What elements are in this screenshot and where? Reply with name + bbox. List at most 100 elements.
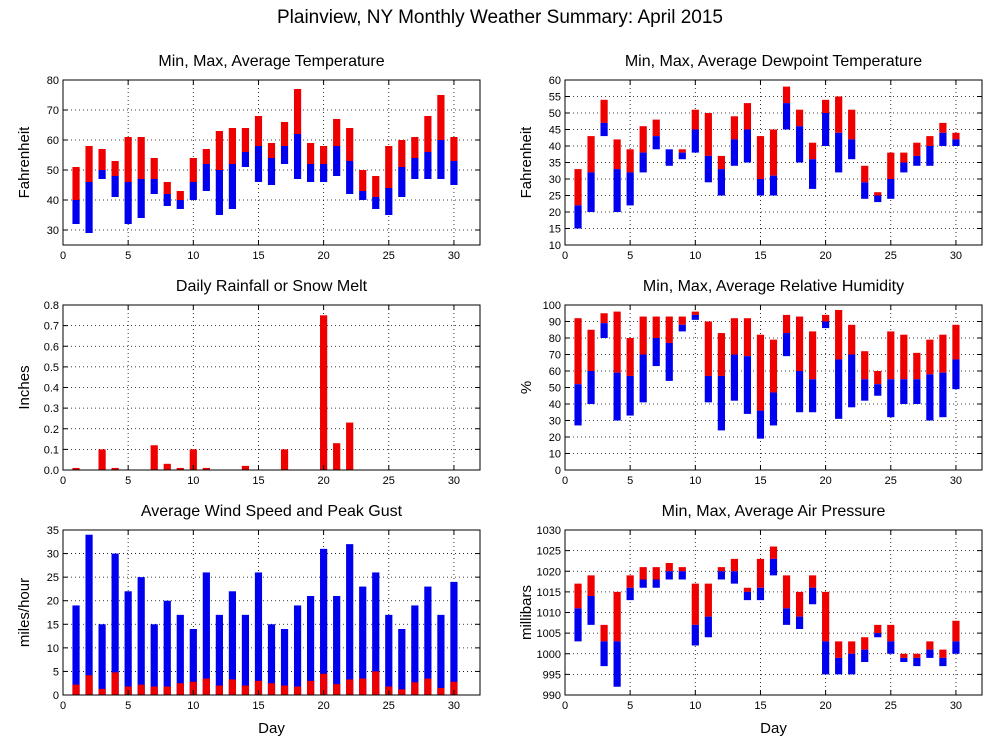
bar-average-wind [137,684,145,695]
bar-lower-range [587,172,595,212]
chart-dew: 10 15 20 25 30 35 40 45 50 55 60 0 5 10 15 20 25 30 Min, M… [518,53,983,262]
y-tick-label: 25 [47,572,59,584]
x-tick-label: 15 [252,475,264,487]
bar-lower-range [613,372,621,421]
bar-lower-range [691,624,699,646]
bar-peak-gust [137,577,145,695]
bar-upper-range [952,132,960,140]
bar-lower-range [600,323,608,338]
bar-upper-range [639,126,647,153]
y-tick-label: 0.0 [44,465,59,477]
x-tick-label: 10 [187,250,199,262]
bar-lower-range [241,152,250,167]
bar-lower-range [613,169,621,212]
x-tick-label: 20 [318,250,330,262]
bar-upper-range [437,95,445,140]
bar-peak-gust [359,586,367,695]
bar-upper-range [626,575,634,588]
bar-upper-range [228,128,237,164]
bar-upper-range [952,620,960,642]
bar-upper-range [926,339,934,375]
bar-lower-range [150,179,158,194]
bar-average-wind [163,686,171,695]
bar-upper-range [861,637,869,650]
bar-lower-range [795,616,804,629]
x-tick-label: 5 [125,700,131,712]
bar-average-wind [372,671,380,695]
y-tick-label: 1020 [537,566,561,578]
bar-average-wind [346,679,354,695]
plot-frame [62,529,481,696]
bar-lower-range [769,392,778,426]
bar-upper-range [704,321,712,376]
bar-upper-range [900,152,908,163]
bar-upper-range [952,324,960,360]
bar-peak-gust [189,629,197,695]
bar-lower-range [874,633,882,638]
bar-rainfall [98,449,106,470]
bar-peak-gust [150,624,158,695]
bar-lower-range [228,164,237,209]
y-tick-label: 0.3 [44,403,59,415]
bar-average-wind [333,684,341,695]
bar-average-wind [176,683,184,695]
y-tick-label: 15 [549,224,561,236]
bar-upper-range [241,128,250,152]
bar-upper-range [808,331,817,380]
y-tick-label: 0.5 [44,362,59,374]
bar-upper-range [822,99,830,113]
bar-upper-range [874,371,882,385]
bar-upper-range [574,583,582,609]
bar-lower-range [887,379,895,418]
bar-lower-range [215,170,223,215]
y-tick-label: 10 [47,643,59,655]
bar-lower-range [411,158,419,179]
bar-lower-range [743,591,752,601]
bar-lower-range [835,657,843,675]
x-tick-label: 15 [754,250,766,262]
bar-upper-range [756,136,765,179]
x-tick-label: 10 [187,475,199,487]
bar-peak-gust [202,572,210,695]
bar-upper-range [704,113,712,156]
bar-lower-range [861,649,869,662]
bar-lower-range [320,164,328,182]
bar-lower-range [795,371,804,413]
bar-upper-range [72,167,80,200]
bar-upper-range [639,567,647,580]
bar-lower-range [822,641,830,675]
bar-rainfall [163,463,171,470]
bar-upper-range [424,116,432,152]
bar-peak-gust [437,614,445,695]
x-tick-label: 0 [562,475,568,487]
bar-upper-range [756,558,765,588]
y-tick-label: 1000 [537,649,561,661]
chart-title: Average Wind Speed and Peak Gust [141,503,403,520]
y-tick-label: 25 [549,191,561,203]
y-tick-label: 35 [47,525,59,537]
bar-lower-range [587,596,595,625]
y-tick-label: 40 [549,141,561,153]
bar-average-wind [293,686,302,695]
bar-upper-range [913,653,921,658]
y-tick-label: 1005 [537,628,561,640]
bar-lower-range [665,342,673,381]
bar-upper-range [202,149,210,164]
bar-lower-range [939,132,947,146]
x-tick-label: 30 [950,475,962,487]
bar-upper-range [756,334,765,411]
bar-upper-range [189,158,197,182]
bar-upper-range [822,591,830,642]
bar-lower-range [254,146,263,182]
bar-upper-range [320,146,328,164]
bar-lower-range [574,205,582,229]
bar-lower-range [639,579,647,588]
y-tick-label: 30 [549,174,561,186]
x-tick-label: 30 [448,250,460,262]
y-tick-label: 45 [549,125,561,137]
bar-lower-range [808,379,817,413]
bar-upper-range [385,146,393,188]
bar-upper-range [600,313,608,324]
bar-rainfall [346,422,354,470]
bar-lower-range [926,374,934,421]
